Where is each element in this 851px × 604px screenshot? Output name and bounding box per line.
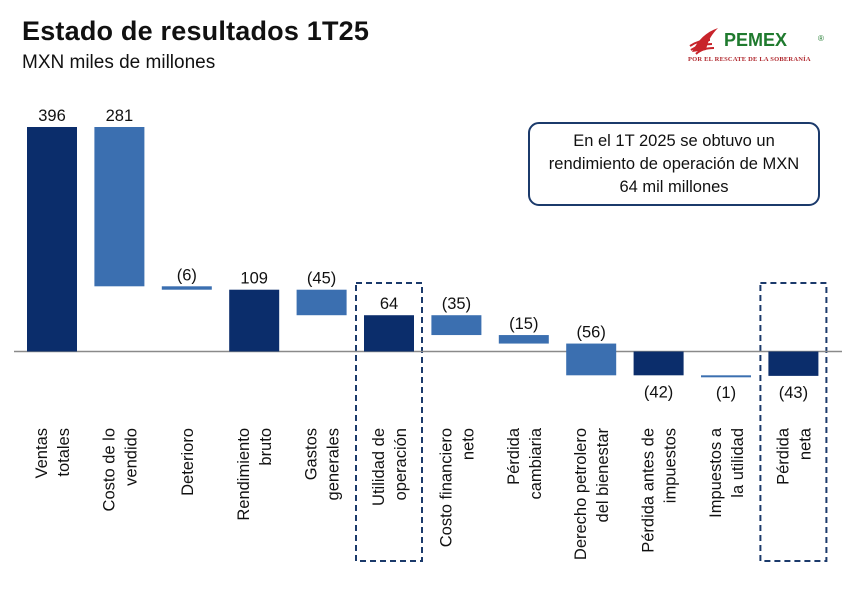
category-label: Gastos generales <box>303 428 343 500</box>
category-label-line: operación <box>392 428 410 500</box>
category-label-line: Ventas <box>33 428 51 478</box>
category-label: Costo financiero neto <box>437 428 477 547</box>
category-label-line: Pérdida <box>505 427 523 485</box>
data-label: (35) <box>442 295 471 313</box>
bar <box>633 351 684 376</box>
data-label: (42) <box>644 383 673 401</box>
category-label-line: Pérdida antes de <box>640 428 658 553</box>
page-title: Estado de resultados 1T25 <box>22 16 370 46</box>
bar <box>566 343 617 376</box>
bar <box>27 127 77 352</box>
logo-tagline: POR EL RESCATE DE LA SOBERANÍA <box>688 56 811 63</box>
data-label: (56) <box>577 324 606 342</box>
highlight-box <box>355 282 423 562</box>
category-label-line: neta <box>796 427 814 460</box>
bar <box>296 289 347 316</box>
category-label-line: totales <box>55 428 73 477</box>
category-label-line: cambiaria <box>527 427 545 499</box>
bar <box>161 286 212 290</box>
category-label-line: Derecho petrolero <box>572 428 590 560</box>
data-label: (43) <box>779 384 808 402</box>
category-label: Rendimiento bruto <box>235 428 275 521</box>
category-label: Pérdida antes de impuestos <box>640 428 680 553</box>
category-label-line: Costo de lo <box>100 428 118 511</box>
bar <box>498 335 549 344</box>
logo-wordmark: PEMEX <box>724 30 788 50</box>
category-label: Pérdida neta <box>774 427 814 485</box>
data-label: 396 <box>38 107 66 125</box>
category-label-line: Utilidad de <box>370 428 388 506</box>
data-label: 281 <box>106 107 134 125</box>
category-label-line: del bienestar <box>594 427 612 522</box>
page-subtitle: MXN miles de millones <box>22 52 216 73</box>
data-label: (6) <box>177 266 197 284</box>
data-label: 109 <box>240 270 268 288</box>
category-label: Derecho petrolero del bienestar <box>572 427 612 560</box>
category-label-line: vendido <box>122 428 140 486</box>
category-label-line: Rendimiento <box>235 428 253 521</box>
category-label-line: Gastos <box>303 428 321 480</box>
category-label: Pérdida cambiaria <box>505 427 545 499</box>
logo-registered-mark: ® <box>818 34 824 43</box>
category-label-line: neto <box>459 428 477 460</box>
callout-box: En el 1T 2025 se obtuvo un rendimiento d… <box>528 122 820 206</box>
category-label: Ventas totales <box>33 428 73 478</box>
data-label: (45) <box>307 270 336 288</box>
category-label: Impuestos a la utilidad <box>707 427 747 518</box>
category-label-line: bruto <box>257 428 275 466</box>
bar <box>768 351 819 376</box>
category-label-line: Impuestos a <box>707 427 725 518</box>
data-label: (15) <box>509 315 538 333</box>
category-label-line: impuestos <box>662 428 680 503</box>
pemex-logo: PEMEX ® POR EL RESCATE DE LA SOBERANÍA <box>688 20 838 68</box>
bar <box>431 315 482 336</box>
highlight-box <box>759 282 828 562</box>
bar <box>701 375 751 378</box>
category-label-line: Pérdida <box>774 427 792 485</box>
data-label: 64 <box>380 295 398 313</box>
category-label-line: la utilidad <box>729 428 747 498</box>
category-label: Utilidad de operación <box>370 428 410 506</box>
pemex-eagle-icon <box>689 28 718 55</box>
category-label-line: Deterioro <box>179 428 197 496</box>
category-label: Costo de lo vendido <box>100 428 140 511</box>
category-label-line: Costo financiero <box>437 428 455 547</box>
data-label: (1) <box>716 384 736 402</box>
bar <box>364 315 414 352</box>
category-label: Deterioro <box>179 428 197 496</box>
bar <box>94 127 145 287</box>
bar <box>229 289 280 352</box>
category-label-line: generales <box>325 428 343 500</box>
callout-text: En el 1T 2025 se obtuvo un rendimiento d… <box>548 131 800 196</box>
